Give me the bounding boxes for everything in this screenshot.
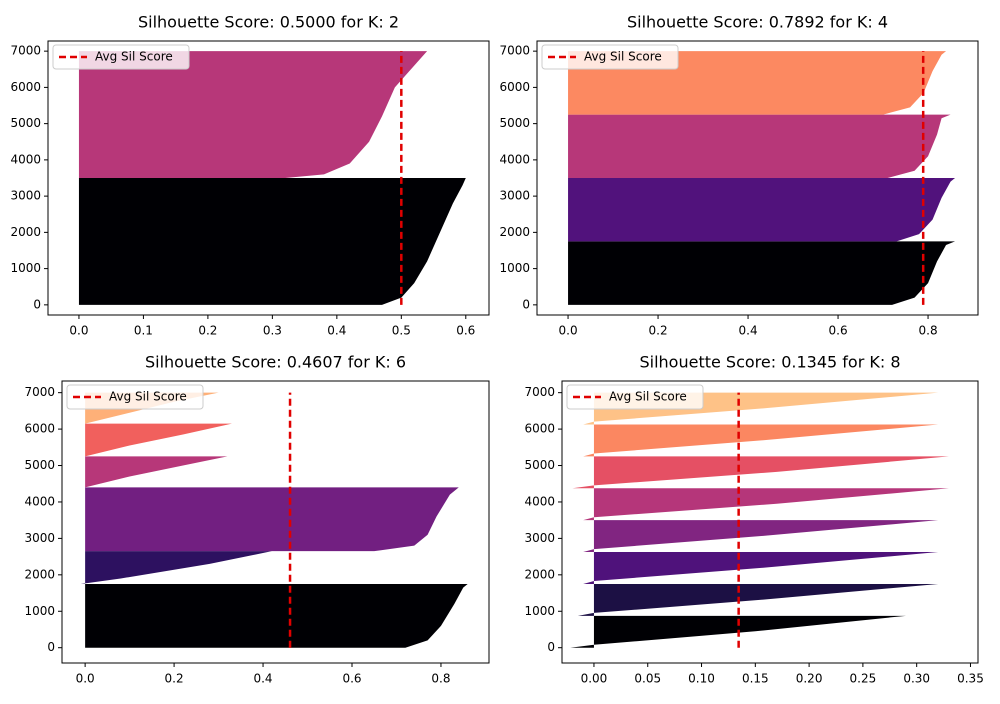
legend-label: Avg Sil Score — [109, 390, 187, 404]
y-tick-label: 3000 — [499, 189, 530, 203]
y-tick-label: 0 — [47, 640, 55, 654]
y-tick-label: 5000 — [524, 458, 555, 472]
cluster-silhouette — [80, 551, 272, 584]
y-tick-label: 6000 — [10, 80, 41, 94]
x-tick-label: 0.35 — [957, 672, 984, 686]
y-tick-label: 2000 — [499, 225, 530, 239]
y-tick-label: 1000 — [524, 604, 555, 618]
x-tick-label: 0.25 — [850, 672, 877, 686]
cluster-silhouette — [583, 488, 949, 521]
cluster-silhouette — [572, 456, 949, 489]
y-tick-label: 5000 — [24, 458, 55, 472]
x-tick-label: 0.00 — [581, 672, 608, 686]
subplot: Silhouette Score: 0.1345 for K: 8 0.00 0.0… — [524, 353, 983, 686]
x-tick-label: 0.4 — [739, 324, 758, 338]
legend-label: Avg Sil Score — [584, 50, 662, 64]
plot-frame — [536, 40, 979, 316]
y-tick-label: 0 — [33, 297, 41, 311]
cluster-silhouette — [85, 583, 468, 648]
cluster-silhouette — [568, 241, 956, 305]
x-tick-label: 0.6 — [456, 324, 475, 338]
x-tick-label: 0.20 — [796, 672, 823, 686]
y-tick-label: 6000 — [24, 422, 55, 436]
x-tick-label: 0.2 — [649, 324, 668, 338]
y-tick-label: 0 — [547, 640, 555, 654]
x-tick-label: 0.3 — [263, 324, 282, 338]
y-tick-label: 1000 — [24, 604, 55, 618]
x-tick-label: 0.4 — [327, 324, 346, 338]
chart-title: Silhouette Score: 0.4607 for K: 6 — [145, 353, 406, 372]
y-tick-label: 3000 — [524, 531, 555, 545]
y-tick-label: 5000 — [499, 116, 530, 130]
x-tick-label: 0.2 — [198, 324, 217, 338]
y-tick-label: 6000 — [524, 422, 555, 436]
x-tick-label: 0.4 — [253, 672, 272, 686]
y-tick-label: 4000 — [524, 494, 555, 508]
y-tick-label: 4000 — [499, 152, 530, 166]
chart-title: Silhouette Score: 0.5000 for K: 2 — [138, 13, 399, 32]
x-tick-label: 0.2 — [165, 672, 184, 686]
cluster-silhouette — [78, 178, 466, 305]
plot-frame — [47, 40, 490, 316]
legend: Avg Sil Score — [566, 384, 704, 410]
x-tick-label: 0.10 — [688, 672, 715, 686]
subplot: Silhouette Score: 0.5000 for K: 2 0.0 0.1 0… — [10, 13, 490, 338]
y-tick-label: 7000 — [24, 385, 55, 399]
x-tick-label: 0.5 — [392, 324, 411, 338]
legend-label: Avg Sil Score — [95, 50, 173, 64]
y-tick-label: 3000 — [10, 189, 41, 203]
cluster-silhouette — [568, 114, 951, 178]
legend: Avg Sil Score — [52, 44, 190, 70]
legend-frame — [541, 44, 679, 70]
y-tick-label: 6000 — [499, 80, 530, 94]
cluster-silhouette — [568, 178, 956, 242]
y-tick-label: 4000 — [10, 152, 41, 166]
y-tick-label: 4000 — [24, 494, 55, 508]
chart-title: Silhouette Score: 0.1345 for K: 8 — [639, 353, 900, 372]
cluster-silhouette — [85, 487, 459, 552]
y-tick-label: 7000 — [10, 44, 41, 58]
y-tick-label: 1000 — [10, 261, 41, 275]
legend-frame — [66, 384, 204, 410]
y-tick-label: 2000 — [10, 225, 41, 239]
y-tick-label: 0 — [522, 297, 530, 311]
plot-frame — [61, 380, 490, 664]
cluster-silhouette — [583, 424, 939, 457]
y-tick-label: 2000 — [24, 567, 55, 581]
plot-frame — [561, 380, 979, 664]
y-tick-label: 3000 — [24, 531, 55, 545]
subplot: Silhouette Score: 0.4607 for K: 6 0.0 0.2 0… — [24, 353, 490, 686]
x-tick-label: 0.0 — [69, 324, 88, 338]
chart-title: Silhouette Score: 0.7892 for K: 4 — [627, 13, 888, 32]
cluster-silhouette — [85, 423, 232, 457]
cluster-silhouette — [78, 51, 428, 178]
x-tick-label: 0.0 — [559, 324, 578, 338]
y-tick-label: 5000 — [10, 116, 41, 130]
legend-frame — [52, 44, 190, 70]
cluster-silhouette — [577, 583, 939, 616]
x-tick-label: 0.30 — [903, 672, 930, 686]
x-tick-label: 0.15 — [742, 672, 769, 686]
x-tick-label: 0.8 — [919, 324, 938, 338]
legend: Avg Sil Score — [541, 44, 679, 70]
cluster-silhouette — [583, 552, 939, 584]
x-tick-label: 0.0 — [76, 672, 95, 686]
legend: Avg Sil Score — [66, 384, 204, 410]
y-tick-label: 7000 — [524, 385, 555, 399]
cluster-silhouette — [85, 456, 228, 488]
subplot: Silhouette Score: 0.7892 for K: 4 0.0 0.2 0… — [499, 13, 979, 338]
y-tick-label: 2000 — [524, 567, 555, 581]
legend-label: Avg Sil Score — [609, 390, 687, 404]
y-tick-label: 1000 — [499, 261, 530, 275]
x-tick-label: 0.1 — [134, 324, 153, 338]
y-tick-label: 7000 — [499, 44, 530, 58]
cluster-silhouette — [583, 520, 939, 553]
x-tick-label: 0.6 — [829, 324, 848, 338]
x-tick-label: 0.8 — [431, 672, 450, 686]
x-tick-label: 0.6 — [342, 672, 361, 686]
legend-frame — [566, 384, 704, 410]
x-tick-label: 0.05 — [634, 672, 661, 686]
